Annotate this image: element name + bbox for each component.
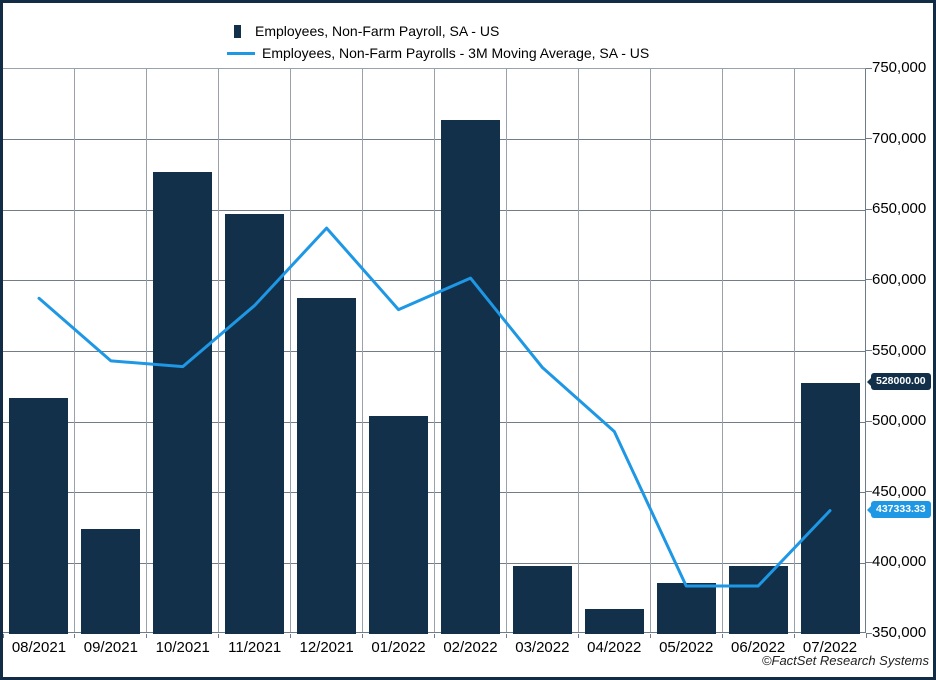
legend-label-line: Employees, Non-Farm Payrolls - 3M Moving… [262,45,650,61]
line-swatch-icon [227,51,255,55]
vertical-gridline [649,69,651,632]
x-axis-label: 02/2022 [443,639,498,656]
x-axis-tick [865,634,867,638]
vertical-gridline [146,69,148,632]
legend-row-line: Employees, Non-Farm Payrolls - 3M Moving… [227,42,649,64]
legend-row-bars: Employees, Non-Farm Payroll, SA - US [227,20,649,42]
bar [297,297,357,634]
x-axis-tick [505,634,507,638]
x-axis-label: 12/2021 [299,639,354,656]
y-axis-label: 400,000 [872,553,927,571]
x-axis-tick [74,634,76,638]
y-axis-label: 550,000 [872,341,927,359]
y-axis-tick [866,491,872,493]
vertical-gridline [218,69,220,632]
x-axis-label: 09/2021 [83,639,138,656]
bar [656,583,716,634]
x-axis-tick [218,634,220,638]
y-axis-tick [866,420,872,422]
bar [440,119,500,634]
vertical-gridline [577,69,579,632]
bar [369,416,429,634]
y-axis-tick [866,561,872,563]
y-axis-tick [866,138,872,140]
bar [728,566,788,634]
x-axis-label: 06/2022 [730,639,786,656]
y-axis-tick [866,279,872,281]
y-axis-label: 700,000 [872,129,927,147]
moving-average-line [37,226,832,588]
vertical-gridline [434,69,435,632]
y-axis-label: 650,000 [872,200,927,218]
x-axis-tick [362,634,364,638]
last-value-badge-moving-average: 437333.33 [867,501,931,519]
vertical-gridline [505,69,507,632]
y-axis-label: 450,000 [872,482,927,500]
y-axis-tick [866,350,872,351]
x-axis-tick [577,634,579,638]
bar [512,566,572,634]
y-axis-tick [866,632,872,634]
y-axis-tick [866,208,872,210]
x-axis-label: 05/2022 [659,639,714,656]
x-axis-label: 07/2022 [802,639,858,656]
vertical-gridline [74,69,76,632]
vertical-gridline [362,69,364,632]
x-axis-tick [649,634,651,638]
footer-credit: ©FactSet Research Systems [761,653,929,668]
x-axis-tick [721,634,723,638]
y-axis-label: 350,000 [872,624,927,641]
vertical-gridline [721,69,723,632]
plot-area [3,68,866,634]
vertical-gridline [793,69,795,632]
y-axis-label: 500,000 [872,412,927,430]
bar [81,529,141,634]
x-axis-label: 03/2022 [515,639,570,656]
bar [800,382,860,634]
x-axis-tick [434,634,435,638]
x-axis-tick [146,634,148,638]
legend-label-bars: Employees, Non-Farm Payroll, SA - US [255,23,500,39]
x-axis-label: 10/2021 [155,639,210,656]
y-axis-label: 750,000 [872,59,927,76]
x-axis-tick [793,634,795,638]
x-axis-tick [3,634,4,638]
x-axis-label: 01/2022 [371,639,426,656]
x-axis-tick [290,634,292,638]
x-axis-label: 04/2022 [587,639,642,656]
last-value-badge-payroll: 528000.00 [867,373,931,391]
vertical-gridline [290,69,292,632]
x-axis-label: 08/2021 [11,639,67,656]
bar [584,608,644,634]
bar [153,172,213,634]
y-axis-tick [866,67,872,69]
bar-swatch-icon [234,24,241,38]
legend: Employees, Non-Farm Payroll, SA - US Emp… [227,20,649,64]
y-axis-label: 600,000 [872,270,927,288]
bar [9,398,69,634]
x-axis-label: 11/2021 [228,639,282,656]
